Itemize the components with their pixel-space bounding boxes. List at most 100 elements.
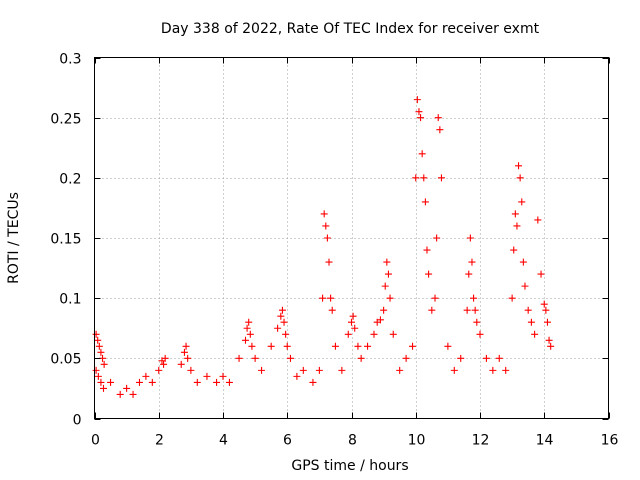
data-point	[160, 360, 168, 368]
data-point	[437, 174, 445, 182]
data-point	[193, 378, 201, 386]
y-tick-label: 0.15	[50, 232, 81, 248]
data-point	[531, 330, 539, 338]
data-point	[203, 372, 211, 380]
grid-lines	[94, 57, 609, 419]
axis-ticks	[94, 57, 610, 420]
data-point	[354, 342, 362, 350]
data-point	[415, 108, 423, 116]
data-point	[241, 336, 249, 344]
data-point	[315, 366, 323, 374]
data-point	[95, 342, 103, 350]
data-point	[235, 354, 243, 362]
data-point	[182, 342, 190, 350]
data-point	[357, 354, 365, 362]
data-point	[135, 378, 143, 386]
data-point	[92, 330, 100, 338]
data-point	[519, 258, 527, 266]
data-point	[389, 330, 397, 338]
data-point	[92, 366, 100, 374]
data-point	[463, 306, 471, 314]
data-point	[107, 378, 115, 386]
data-point	[482, 354, 490, 362]
data-point	[248, 342, 256, 350]
data-point	[322, 222, 330, 230]
data-point	[383, 258, 391, 266]
data-point	[547, 342, 555, 350]
data-point	[349, 312, 357, 320]
data-point	[380, 306, 388, 314]
data-point	[293, 372, 301, 380]
data-point	[267, 342, 275, 350]
data-point	[299, 366, 307, 374]
data-point	[420, 174, 428, 182]
data-points	[92, 96, 555, 398]
data-point	[534, 216, 542, 224]
data-point	[286, 354, 294, 362]
data-point	[521, 282, 529, 290]
data-point	[423, 246, 431, 254]
x-tick-label: 8	[348, 433, 357, 449]
data-point	[309, 378, 317, 386]
data-point	[396, 366, 404, 374]
data-point	[187, 366, 195, 374]
data-point	[489, 366, 497, 374]
data-point	[245, 318, 253, 326]
x-tick-label: 4	[219, 433, 228, 449]
data-point	[431, 294, 439, 302]
data-point	[444, 342, 452, 350]
data-point	[282, 330, 290, 338]
x-axis-title: GPS time / hours	[291, 458, 408, 474]
data-point	[402, 354, 410, 362]
data-point	[94, 372, 102, 380]
data-point	[351, 324, 359, 332]
data-point	[364, 342, 372, 350]
data-point	[543, 318, 551, 326]
data-point	[381, 282, 389, 290]
data-point	[370, 330, 378, 338]
data-point	[331, 342, 339, 350]
data-point	[327, 294, 335, 302]
data-point	[320, 210, 328, 218]
data-point	[328, 306, 336, 314]
data-point	[412, 174, 420, 182]
data-point	[283, 342, 291, 350]
data-point	[129, 390, 137, 398]
y-tick-label: 0.25	[50, 112, 81, 128]
data-point	[94, 336, 102, 344]
data-point	[510, 246, 518, 254]
data-point	[376, 316, 384, 324]
data-point	[225, 378, 233, 386]
x-tick-label: 0	[91, 433, 100, 449]
data-point	[421, 198, 429, 206]
y-tick-label: 0.05	[50, 352, 81, 368]
data-point	[280, 318, 288, 326]
data-point	[325, 258, 333, 266]
data-point	[246, 330, 254, 338]
y-tick-label: 0.2	[59, 172, 81, 188]
y-tick-label: 0.1	[59, 292, 81, 308]
chart-title: Day 338 of 2022, Rate Of TEC Index for r…	[161, 21, 540, 37]
data-point	[542, 306, 550, 314]
data-point	[466, 234, 474, 242]
data-point	[473, 318, 481, 326]
data-point	[433, 234, 441, 242]
x-tick-label: 2	[155, 433, 164, 449]
data-point	[540, 300, 548, 308]
y-tick-label: 0.3	[59, 52, 81, 68]
data-point	[148, 378, 156, 386]
data-point	[516, 174, 524, 182]
data-point	[258, 366, 266, 374]
data-point	[434, 114, 442, 122]
data-point	[515, 162, 523, 170]
data-point	[180, 348, 188, 356]
data-point	[184, 354, 192, 362]
x-tick-label: 16	[601, 433, 619, 449]
data-point	[99, 384, 107, 392]
data-point	[413, 96, 421, 104]
data-point	[142, 372, 150, 380]
x-tick-labels: 0 2 4 6 8 10 12 14 16	[91, 433, 618, 449]
data-point	[425, 270, 433, 278]
